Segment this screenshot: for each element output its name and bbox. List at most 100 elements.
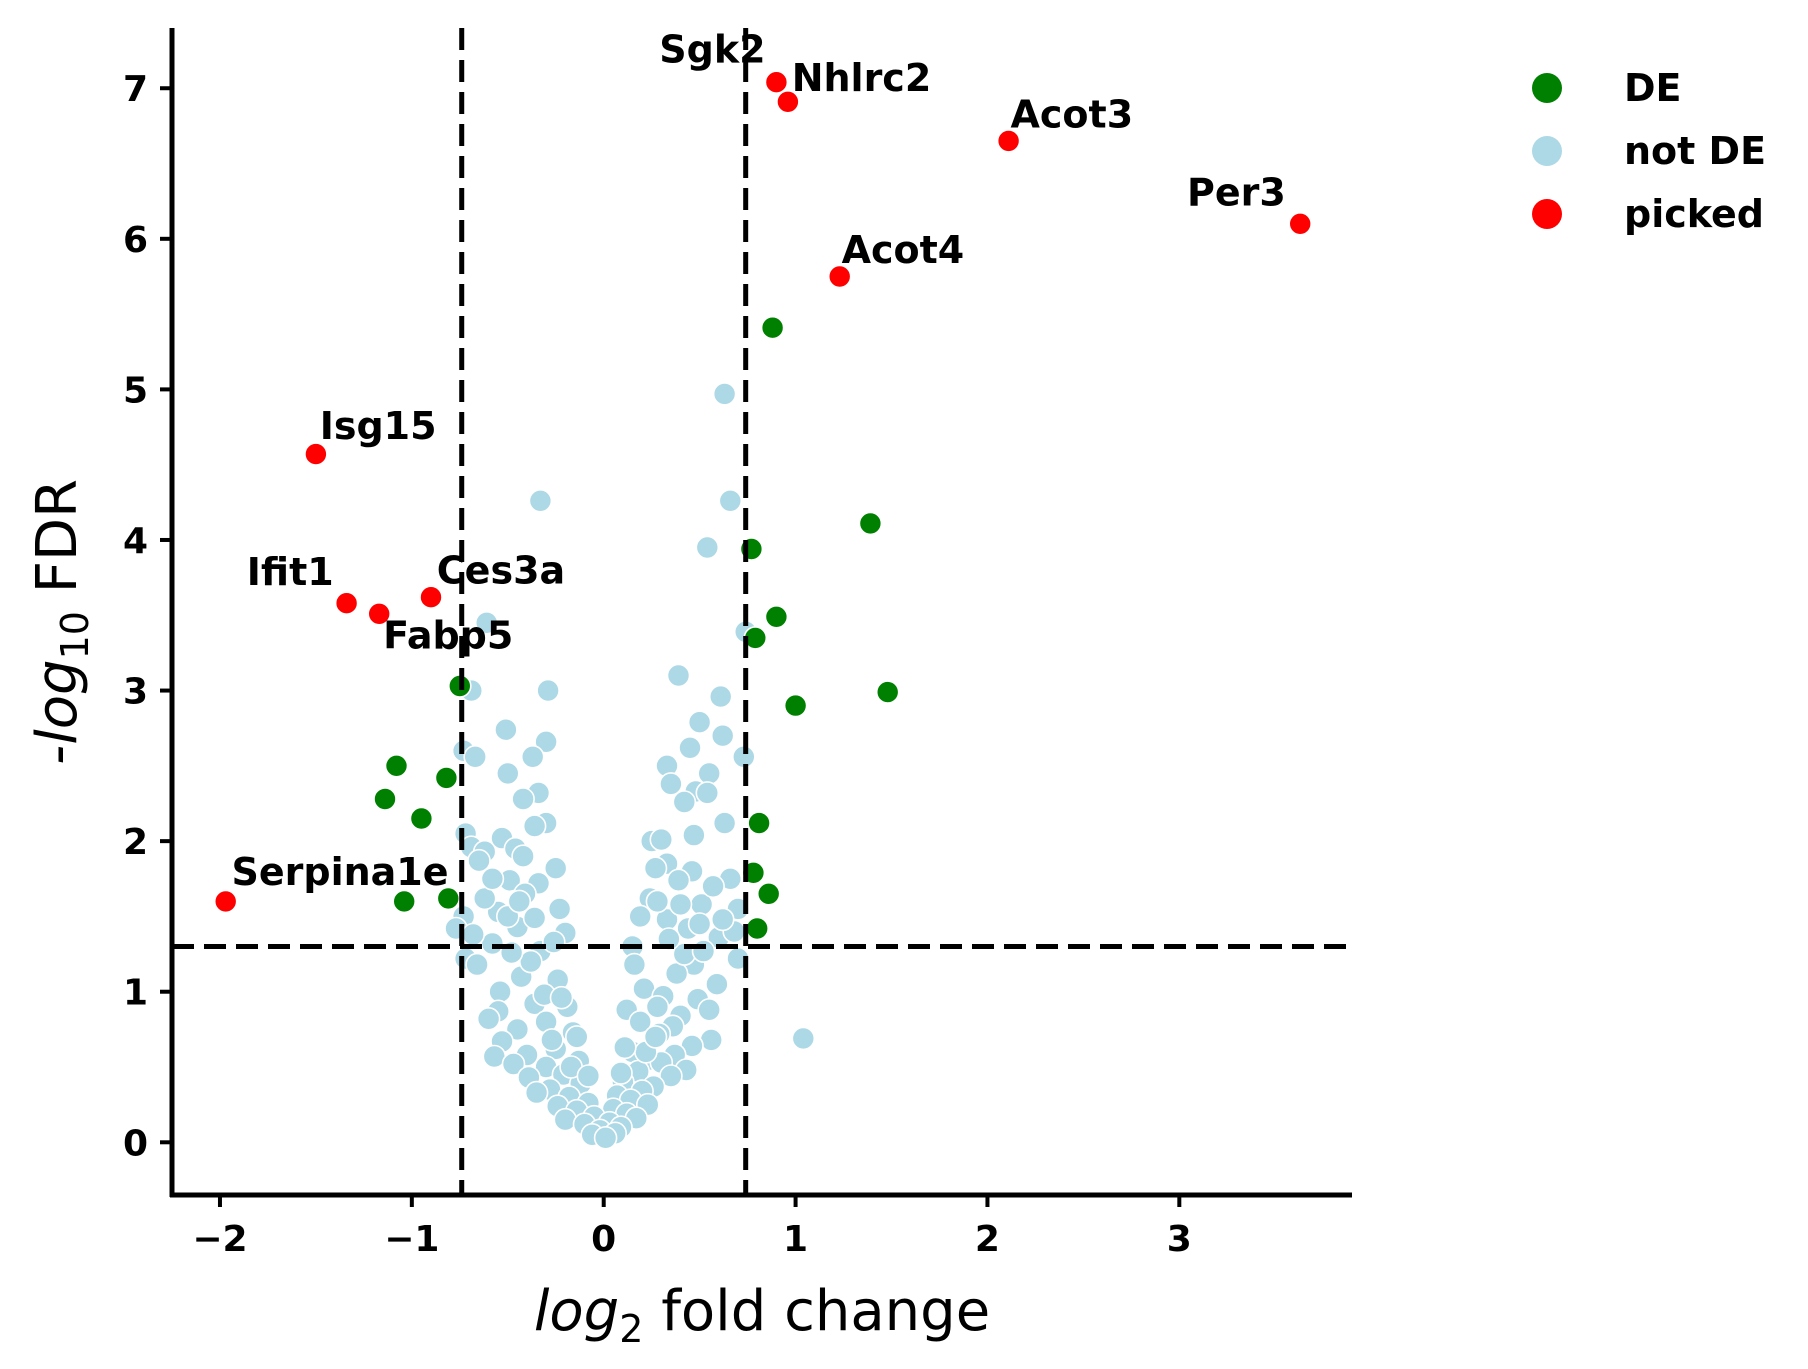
annotation-isg15: Isg15 [320,404,437,448]
point-not-de-159 [612,1035,637,1060]
point-not-de-149 [541,930,566,954]
point-not-de-27 [672,790,697,814]
x-tick-label: 1 [783,1219,808,1260]
point-not-de-163 [701,874,725,899]
point-de-1 [858,511,883,536]
point-not-de-76 [488,979,512,1004]
point-not-de-137 [576,1064,601,1088]
point-not-de-155 [691,939,716,963]
annotation-serpina1e: Serpina1e [232,850,449,894]
point-not-de-11 [494,717,518,742]
x-axis-title: log2 fold change [534,1279,990,1351]
point-not-de-145 [687,912,712,936]
point-picked-1 [776,90,800,114]
point-picked-0 [764,70,789,94]
annotation-sgk2: Sgk2 [659,28,765,72]
point-not-de-148 [507,889,532,914]
point-de-9 [434,766,459,790]
annotation-acot3: Acot3 [1011,92,1134,136]
point-not-de-147 [645,889,670,914]
point-picked-6 [419,585,443,610]
annotation-per3: Per3 [1187,171,1286,215]
point-not-de-160 [522,906,547,930]
point-de-15 [745,916,770,941]
y-tick-label: 1 [123,973,148,1014]
point-not-de-1 [718,488,743,513]
x-axis-ticks: −2 −1 0 1 2 3 [192,1195,1192,1260]
point-de-0 [760,315,785,340]
point-not-de-156 [461,922,486,947]
point-picked-7 [334,591,359,616]
y-tick-label: 0 [123,1123,148,1164]
annotation-ifit1: Ifit1 [247,550,334,594]
point-de-8 [384,753,409,778]
point-not-de-8 [536,678,560,703]
point-not-de-164 [480,866,505,891]
y-tick-label: 3 [123,672,148,713]
point-picked-8 [367,601,392,626]
point-not-de-18 [520,744,545,769]
point-not-de-150 [622,952,647,977]
point-not-de-85 [476,1006,501,1031]
point-not-de-30 [522,814,547,838]
point-not-de-3 [695,535,720,560]
point-not-de-14 [678,735,702,760]
legend-label-picked: picked [1624,192,1764,236]
legend-marker-not-de [1532,136,1562,166]
point-not-de-154 [549,985,574,1010]
point-not-de-40 [467,848,491,873]
point-not-de-25 [695,781,720,805]
x-tick-label: 0 [591,1219,616,1260]
point-not-de-73 [705,972,729,997]
point-not-de-70 [465,952,489,977]
annotation-fabp5: Fabp5 [383,613,513,657]
point-not-de-4 [474,610,499,635]
point-not-de-6 [666,663,691,688]
point-not-de-36 [649,827,674,852]
legend-label-de: DE [1624,66,1682,110]
point-not-de-89 [505,1017,530,1042]
point-not-de-9 [708,684,733,709]
annotation-nhlrc2: Nhlrc2 [792,56,932,100]
point-not-de-158 [564,1025,589,1049]
annotation-ces3a: Ces3a [437,549,565,593]
point-not-de-161 [668,892,693,917]
threshold-lines [172,28,1352,1195]
legend: DE not DE picked [1532,66,1766,236]
legend-label-not-de: not DE [1624,129,1766,173]
point-picked-9 [213,889,238,914]
x-tick-label: −2 [192,1219,247,1260]
point-not-de-39 [511,844,535,869]
legend-marker-de [1532,73,1562,103]
point-not-de-140 [540,1028,564,1052]
point-not-de-153 [643,1025,668,1049]
point-not-de-157 [710,907,735,932]
point-not-de-47 [666,868,691,893]
point-de-6 [783,693,808,718]
point-de-14 [756,881,781,906]
axes [169,28,1352,1198]
point-not-de-53 [628,904,653,929]
point-not-de-0 [712,382,737,406]
gene-annotations: Sgk2 Nhlrc2 Acot3 Per3 Acot4 Isg15 Ifit1 Ces3a F… [232,28,1286,894]
y-tick-label: 5 [123,370,148,411]
point-not-de-116 [524,1080,549,1105]
point-not-de-28 [712,811,737,835]
point-not-de-10 [687,710,712,735]
point-de-11 [409,806,434,831]
point-de-3 [764,604,789,629]
y-axis-ticks: 0 1 2 3 4 5 6 7 [123,69,172,1164]
point-not-de-135 [593,1126,618,1150]
x-tick-label: 2 [975,1219,1000,1260]
point-picked-4 [827,264,852,289]
point-not-de-142 [518,949,543,974]
point-not-de-22 [659,772,683,796]
point-not-de-84 [697,997,722,1022]
annotation-acot4: Acot4 [842,228,965,272]
y-tick-label: 7 [123,69,148,110]
point-picked-3 [1288,212,1312,236]
point-not-de-43 [543,856,568,881]
point-not-de-141 [645,994,670,1019]
y-tick-label: 6 [123,220,148,261]
